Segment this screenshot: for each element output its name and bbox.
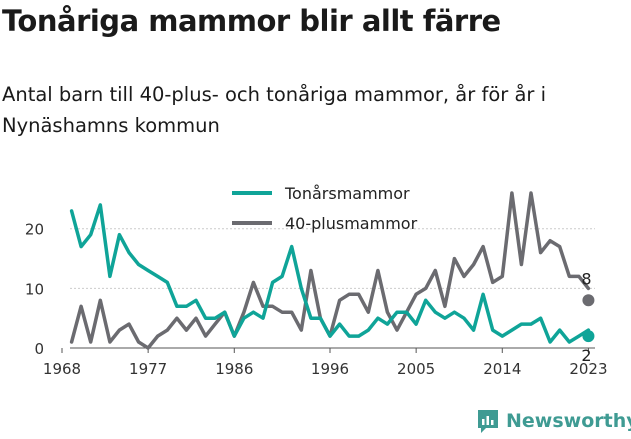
newsworthy-brand[interactable]: Newsworthy — [476, 408, 631, 434]
bar-chart-logo-icon — [478, 410, 498, 433]
x-tick-label: 2023 — [569, 360, 607, 378]
y-tick-label: 10 — [25, 280, 44, 298]
x-tick-label: 1996 — [311, 360, 349, 378]
y-tick-label: 0 — [34, 340, 44, 358]
chart-subtitle: Antal barn till 40-plus- och tonåriga ma… — [2, 83, 547, 137]
x-tick-label: 1986 — [215, 360, 253, 378]
x-tick-label: 2014 — [483, 360, 521, 378]
end-label-40-plusmammor: 8 — [581, 269, 591, 288]
brand-name: Newsworthy — [506, 410, 631, 432]
series-end-point — [582, 294, 595, 307]
end-label-tonarsmammor: 2 — [581, 346, 591, 365]
legend-label: 40-plusmammor — [285, 214, 418, 233]
x-tick-label: 2005 — [397, 360, 435, 378]
x-tick-label: 1968 — [43, 360, 81, 378]
y-tick-label: 20 — [25, 221, 44, 239]
legend-label: Tonårsmammor — [284, 184, 410, 203]
x-tick-label: 1977 — [129, 360, 167, 378]
series-line-tonarsmammor — [69, 203, 591, 344]
series-end-point — [582, 330, 595, 343]
chart-title: Tonåriga mammor blir allt färre — [2, 4, 501, 38]
